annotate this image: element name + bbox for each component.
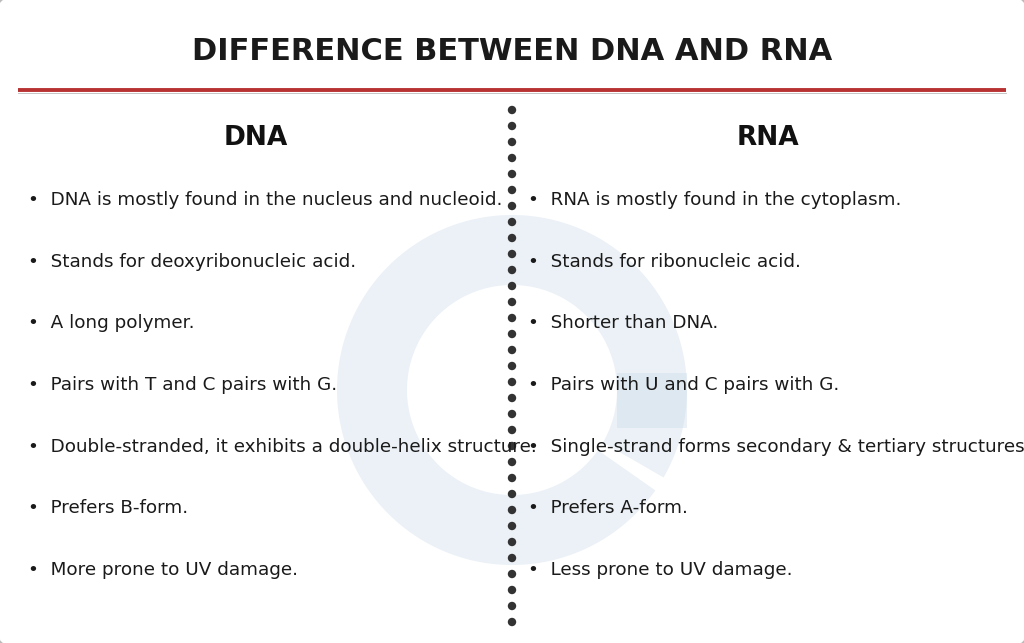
Circle shape [509, 282, 515, 289]
Text: •  Pairs with U and C pairs with G.: • Pairs with U and C pairs with G. [528, 376, 840, 394]
Circle shape [509, 266, 515, 273]
Circle shape [509, 442, 515, 449]
Circle shape [509, 395, 515, 401]
Text: •  Prefers A-form.: • Prefers A-form. [528, 500, 688, 518]
Circle shape [509, 170, 515, 177]
Circle shape [509, 475, 515, 482]
Circle shape [509, 410, 515, 417]
Text: •  Stands for deoxyribonucleic acid.: • Stands for deoxyribonucleic acid. [28, 253, 356, 271]
Circle shape [509, 203, 515, 210]
Text: •  DNA is mostly found in the nucleus and nucleoid.: • DNA is mostly found in the nucleus and… [28, 191, 503, 209]
Circle shape [509, 458, 515, 466]
Circle shape [509, 426, 515, 433]
Circle shape [509, 619, 515, 626]
Circle shape [509, 123, 515, 129]
FancyBboxPatch shape [617, 372, 687, 428]
Circle shape [509, 507, 515, 514]
Circle shape [509, 235, 515, 242]
Circle shape [509, 298, 515, 305]
Circle shape [509, 331, 515, 338]
Circle shape [509, 363, 515, 370]
Text: •  Prefers B-form.: • Prefers B-form. [28, 500, 188, 518]
Text: •  Less prone to UV damage.: • Less prone to UV damage. [528, 561, 793, 579]
Circle shape [509, 523, 515, 529]
Circle shape [509, 314, 515, 322]
Circle shape [509, 138, 515, 145]
Text: DIFFERENCE BETWEEN DNA AND RNA: DIFFERENCE BETWEEN DNA AND RNA [191, 37, 833, 66]
Text: •  More prone to UV damage.: • More prone to UV damage. [28, 561, 298, 579]
Text: •  Shorter than DNA.: • Shorter than DNA. [528, 314, 718, 332]
Circle shape [509, 554, 515, 561]
Circle shape [509, 586, 515, 593]
Text: •  Stands for ribonucleic acid.: • Stands for ribonucleic acid. [528, 253, 801, 271]
Text: •  Pairs with T and C pairs with G.: • Pairs with T and C pairs with G. [28, 376, 337, 394]
Text: •  RNA is mostly found in the cytoplasm.: • RNA is mostly found in the cytoplasm. [528, 191, 901, 209]
Circle shape [509, 107, 515, 114]
Circle shape [509, 347, 515, 354]
Circle shape [509, 251, 515, 257]
Circle shape [509, 154, 515, 161]
Text: RNA: RNA [736, 125, 800, 151]
Text: •  A long polymer.: • A long polymer. [28, 314, 195, 332]
Circle shape [509, 491, 515, 498]
Text: DNA: DNA [224, 125, 288, 151]
PathPatch shape [337, 215, 687, 565]
Circle shape [509, 602, 515, 610]
Circle shape [509, 219, 515, 226]
Circle shape [509, 186, 515, 194]
Text: •  Single-strand forms secondary & tertiary structures.: • Single-strand forms secondary & tertia… [528, 438, 1024, 456]
Circle shape [509, 570, 515, 577]
Circle shape [509, 379, 515, 386]
Text: •  Double-stranded, it exhibits a double-helix structure.: • Double-stranded, it exhibits a double-… [28, 438, 537, 456]
Circle shape [509, 538, 515, 545]
